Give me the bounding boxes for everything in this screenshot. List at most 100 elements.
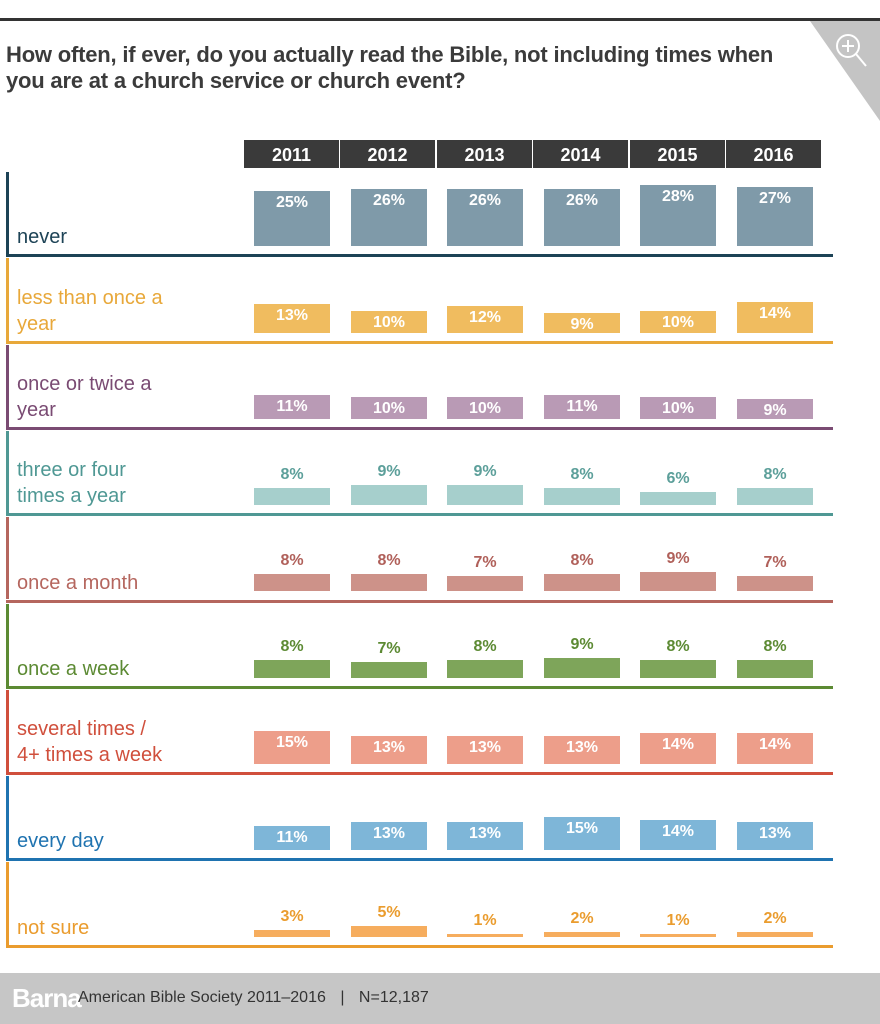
bar (640, 310, 716, 333)
row-label-line: several times / (17, 718, 146, 741)
row-bracket-vertical (6, 689, 9, 773)
value-label: 8% (280, 465, 304, 483)
value-label: 8% (763, 465, 787, 483)
value-label: 13% (275, 307, 309, 324)
value-label: 14% (661, 736, 695, 754)
source-text: American Bible Society 2011–2016 (78, 989, 326, 1006)
value-label: 10% (661, 399, 695, 417)
row-bracket-vertical (6, 258, 9, 341)
bar (640, 571, 716, 592)
year-header-2015: 2015 (630, 140, 725, 168)
row-baseline (6, 426, 833, 430)
row-bracket-vertical (6, 344, 9, 427)
value-label: 12% (468, 309, 502, 327)
bar (544, 189, 620, 247)
bar (737, 399, 813, 419)
bar (254, 660, 330, 678)
value-label: 25% (275, 194, 309, 212)
bar (544, 735, 620, 765)
row-label-line: three or four (17, 459, 126, 482)
value-label: 13% (468, 824, 502, 842)
row-label: not sure (17, 915, 89, 941)
row-label: once a week (17, 656, 129, 682)
row-label-line: 4+ times a week (17, 744, 163, 767)
bar (737, 487, 813, 506)
value-label: 10% (372, 399, 406, 417)
bar (737, 186, 813, 247)
row-label: once or twice a year (17, 371, 152, 423)
value-label: 14% (661, 822, 695, 840)
row-label-line: not sure (17, 916, 90, 939)
value-label: 8% (666, 638, 690, 656)
row-bracket-vertical (6, 776, 9, 859)
bar (351, 573, 427, 592)
row-label: every day (17, 828, 104, 854)
row-label: several times / 4+ times a week (17, 716, 162, 768)
bar (544, 658, 620, 678)
value-label: 13% (372, 738, 406, 756)
bar (254, 731, 330, 765)
bar (351, 662, 427, 678)
value-label: 9% (763, 402, 787, 420)
source-note: American Bible Society 2011–2016 | N=12,… (78, 989, 429, 1007)
bar (351, 925, 427, 937)
value-label: 28% (661, 187, 695, 205)
value-label: 10% (372, 313, 406, 331)
row-bracket-vertical (6, 172, 9, 255)
value-label: 2% (763, 910, 787, 928)
bar (254, 930, 330, 937)
row-label-line: never (17, 226, 68, 249)
row-baseline (6, 685, 833, 689)
bar (640, 933, 716, 937)
value-label: 2% (570, 910, 594, 928)
row-bracket-vertical (6, 862, 9, 945)
value-label: 3% (280, 908, 304, 926)
value-label: 8% (473, 638, 497, 656)
value-label: 8% (570, 551, 594, 569)
bar (737, 660, 813, 678)
row-bracket-vertical (6, 517, 9, 600)
row-bracket-vertical (6, 603, 9, 686)
value-label: 7% (473, 554, 497, 572)
value-label: 13% (468, 738, 502, 756)
row-label: once a month (17, 570, 138, 596)
value-label: 13% (565, 738, 599, 756)
value-label: 11% (276, 829, 308, 847)
value-label: 10% (468, 399, 502, 417)
bar (737, 733, 813, 765)
bar (351, 189, 427, 247)
bar (640, 733, 716, 765)
bar (447, 306, 523, 333)
bar (544, 817, 620, 851)
bar (737, 301, 813, 333)
footer: Barna American Bible Society 2011–2016 |… (0, 973, 880, 1024)
bar (544, 573, 620, 592)
row-label: less than once a year (17, 285, 163, 337)
value-label: 9% (666, 549, 690, 567)
bar (254, 394, 330, 419)
value-label: 15% (565, 820, 599, 838)
row-baseline (6, 772, 833, 776)
row-baseline (6, 858, 833, 862)
bar (447, 576, 523, 592)
row-baseline (6, 254, 833, 258)
year-header-2014: 2014 (533, 140, 628, 168)
bar (447, 735, 523, 765)
bar (254, 826, 330, 851)
top-rule (0, 18, 880, 21)
bar (447, 933, 523, 937)
value-label: 9% (570, 315, 594, 333)
zoom-in-magnifier-icon (836, 34, 867, 67)
zoom-in-button[interactable] (832, 30, 872, 74)
year-header-2012: 2012 (340, 140, 435, 168)
row-baseline (6, 513, 833, 517)
value-label: 8% (763, 638, 787, 656)
bar (447, 396, 523, 419)
row-baseline (6, 944, 833, 948)
value-label: 1% (473, 911, 497, 929)
bar (351, 821, 427, 851)
value-label: 27% (758, 189, 792, 207)
row-label-line: every day (17, 830, 104, 853)
bar (544, 312, 620, 333)
bar (737, 821, 813, 851)
